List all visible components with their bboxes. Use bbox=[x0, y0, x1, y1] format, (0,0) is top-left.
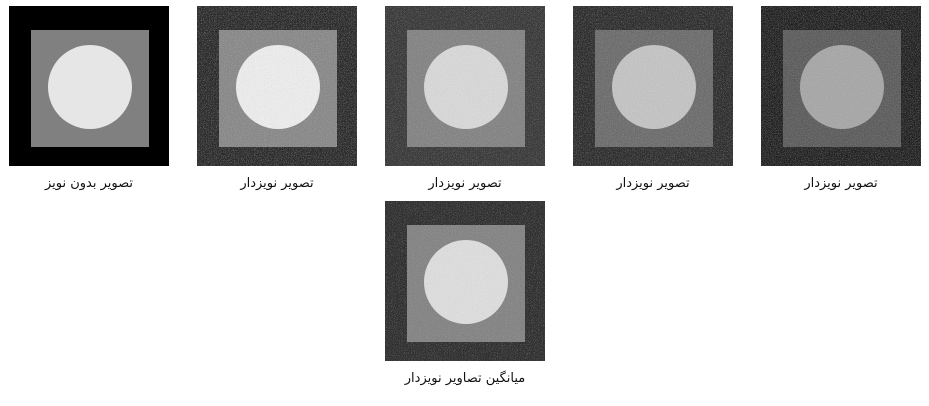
caption-noisy-image-1: تصویر نویزدار bbox=[177, 176, 377, 191]
caption-noisy-image-2: تصویر نویزدار bbox=[365, 176, 565, 191]
noisy-image-1 bbox=[197, 6, 357, 166]
noisy-image-3 bbox=[573, 6, 733, 166]
panel-noisy-image-1: تصویر نویزدار bbox=[197, 6, 357, 166]
noisy-image-2 bbox=[385, 6, 545, 166]
panel-clean-image: تصویر بدون نویز bbox=[9, 6, 169, 166]
caption-noisy-image-3: تصویر نویزدار bbox=[553, 176, 753, 191]
noisy-image-4 bbox=[761, 6, 921, 166]
caption-noisy-image-4: تصویر نویزدار bbox=[741, 176, 929, 191]
panel-average-image: میانگین تصاویر نویزدار bbox=[385, 201, 545, 361]
panel-noisy-image-2: تصویر نویزدار bbox=[385, 6, 545, 166]
average-image bbox=[385, 201, 545, 361]
caption-average-image: میانگین تصاویر نویزدار bbox=[365, 371, 565, 386]
clean-image bbox=[9, 6, 169, 166]
panel-noisy-image-4: تصویر نویزدار bbox=[761, 6, 921, 166]
panel-noisy-image-3: تصویر نویزدار bbox=[573, 6, 733, 166]
caption-clean-image: تصویر بدون نویز bbox=[0, 176, 189, 191]
